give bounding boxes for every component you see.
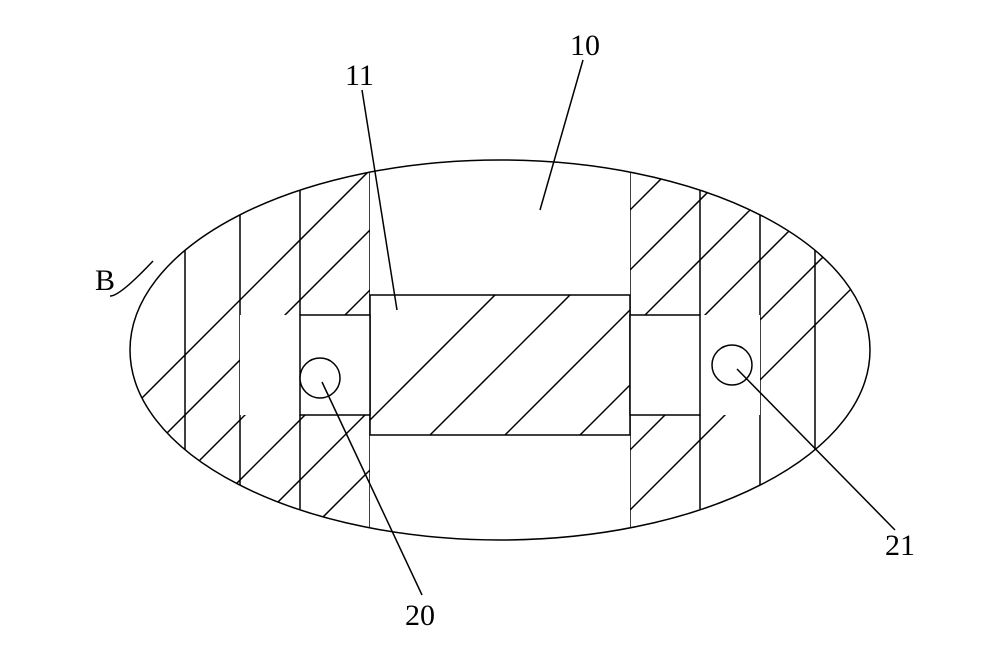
label-10: 10: [570, 29, 600, 62]
label-B: B: [95, 264, 115, 297]
circle-left: [300, 358, 340, 398]
inner-center-rect-group: [370, 295, 630, 435]
label-11: 11: [345, 59, 374, 92]
diagram-canvas: 10 11 20 21 B: [0, 0, 1000, 664]
inner-rect-right: [630, 315, 700, 415]
label-20: 20: [405, 599, 435, 632]
leader-B: [110, 261, 153, 296]
label-21: 21: [885, 529, 915, 562]
white-gap-left: [240, 315, 300, 415]
